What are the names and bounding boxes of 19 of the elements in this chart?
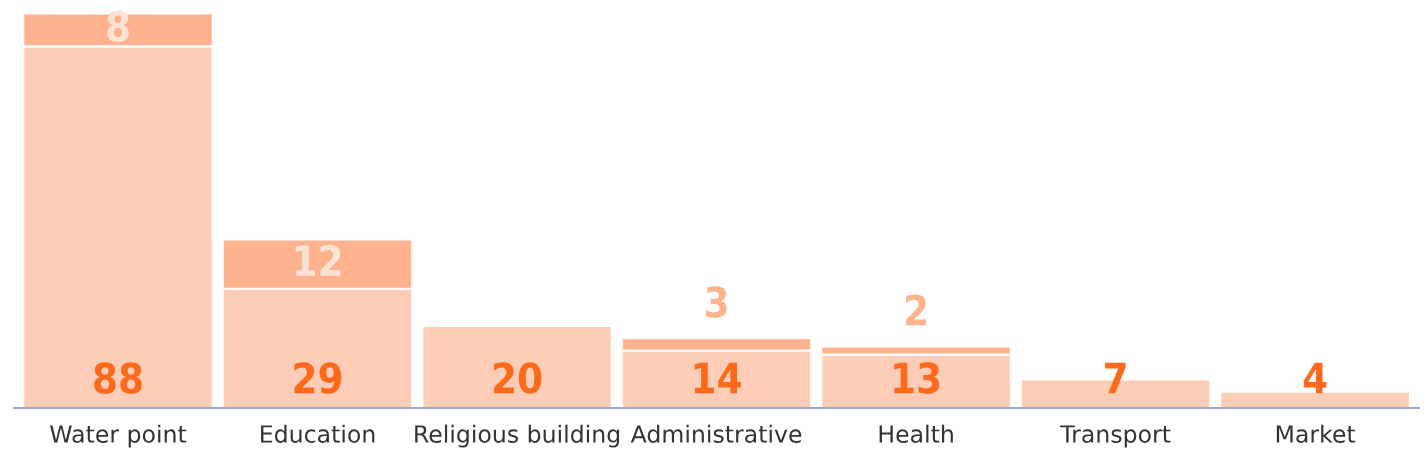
data-label: 14 (694, 362, 741, 394)
data-label: 12 (295, 244, 341, 276)
x-tick-label: Education (261, 424, 375, 443)
data-label: 20 (493, 362, 542, 394)
data-label: 2 (906, 294, 926, 326)
bar (421, 324, 613, 408)
x-tick-label: Religious building (415, 424, 620, 448)
data-label: 4 (1303, 362, 1327, 394)
x-tick-label: Water point (50, 424, 187, 448)
x-tick-label: Transport (1060, 425, 1171, 448)
data-label: 13 (894, 362, 940, 394)
x-tick-label: Administrative (630, 424, 802, 443)
data-label: 3 (706, 286, 727, 318)
x-tick-label: Market (1276, 424, 1356, 443)
data-label: 7 (1105, 362, 1126, 394)
x-tick-label: Health (879, 424, 953, 443)
data-label: 29 (294, 362, 342, 394)
data-label: 88 (94, 362, 142, 394)
data-label: 8 (107, 10, 129, 43)
